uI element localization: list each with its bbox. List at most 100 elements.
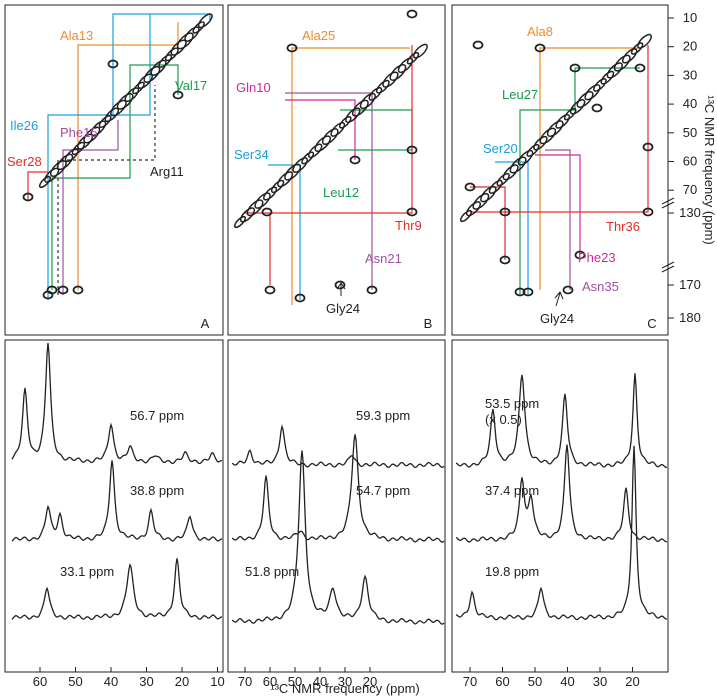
trace-label: 54.7 ppm bbox=[356, 483, 410, 498]
contour bbox=[239, 207, 256, 223]
contour bbox=[397, 57, 414, 74]
guide bbox=[539, 47, 640, 290]
contour bbox=[546, 120, 564, 138]
annotation: Ala13 bbox=[60, 28, 93, 43]
contour bbox=[517, 149, 534, 166]
contour bbox=[192, 21, 205, 34]
spectrum-trace bbox=[11, 342, 223, 465]
contour bbox=[539, 127, 557, 145]
y-tick-label: 180 bbox=[679, 310, 701, 325]
x-tick-label: 60 bbox=[495, 674, 509, 689]
annotation: Thr9 bbox=[395, 218, 422, 233]
guide bbox=[470, 186, 506, 260]
annotation: Thr36 bbox=[606, 219, 640, 234]
guide bbox=[285, 99, 356, 160]
annotation: Val17 bbox=[175, 78, 207, 93]
contour bbox=[338, 116, 352, 129]
annotation: Ile26 bbox=[10, 118, 38, 133]
contour bbox=[150, 59, 167, 76]
contour bbox=[314, 135, 332, 152]
cross-peak bbox=[264, 285, 276, 295]
assignment-lines bbox=[27, 13, 649, 305]
contour bbox=[90, 120, 107, 137]
trace-label: 19.8 ppm bbox=[485, 564, 539, 579]
x-tick-label: 30 bbox=[139, 674, 153, 689]
trace-label: 59.3 ppm bbox=[356, 408, 410, 423]
contour bbox=[330, 122, 346, 137]
annotation: Phe15 bbox=[60, 125, 98, 140]
trace-label: 33.1 ppm bbox=[60, 564, 114, 579]
contour bbox=[254, 192, 271, 209]
x-tick-label: 30 bbox=[338, 674, 352, 689]
cross-peak bbox=[72, 285, 84, 295]
arrow bbox=[336, 282, 346, 296]
contour bbox=[576, 91, 594, 108]
guide bbox=[51, 64, 179, 290]
guide bbox=[57, 85, 156, 295]
contour bbox=[292, 157, 309, 173]
cross-peak bbox=[499, 255, 511, 265]
annotation: Leu12 bbox=[323, 185, 359, 200]
spectrum-trace bbox=[231, 434, 445, 543]
annotation: Ser20 bbox=[483, 141, 518, 156]
contour bbox=[284, 163, 302, 181]
contour bbox=[270, 179, 285, 194]
guide bbox=[545, 149, 571, 290]
x-tick-label: 30 bbox=[593, 674, 607, 689]
contour bbox=[637, 33, 653, 49]
cross-peak bbox=[366, 285, 378, 295]
trace-label: 51.8 ppm bbox=[245, 564, 299, 579]
contour bbox=[555, 113, 571, 129]
cross-peak bbox=[569, 63, 581, 73]
contour bbox=[368, 87, 383, 101]
contour bbox=[389, 64, 407, 81]
x-tick-label: 40 bbox=[104, 674, 118, 689]
panel-label: B bbox=[424, 316, 433, 331]
y-tick-label: 20 bbox=[683, 39, 697, 54]
annotation: Gly24 bbox=[540, 311, 574, 326]
cross-peak bbox=[42, 290, 54, 300]
contour bbox=[56, 153, 74, 171]
contour bbox=[569, 99, 586, 115]
contour bbox=[406, 52, 420, 65]
cross-peak bbox=[562, 285, 574, 295]
cross-peak bbox=[406, 145, 418, 155]
cross-peak bbox=[334, 280, 346, 290]
cross-peak bbox=[642, 142, 654, 152]
guide bbox=[27, 171, 48, 200]
axis-break bbox=[661, 197, 675, 273]
panel-frame bbox=[4, 4, 224, 336]
cross-peak bbox=[57, 285, 69, 295]
spectrum-trace bbox=[231, 424, 445, 469]
x-tick-label: 10 bbox=[210, 674, 224, 689]
x-tick-label: 60 bbox=[263, 674, 277, 689]
annotation: Arg11 bbox=[150, 164, 184, 179]
contour bbox=[49, 160, 67, 177]
panel-frame bbox=[451, 339, 669, 673]
guide bbox=[291, 47, 410, 305]
annotation: Gly24 bbox=[326, 301, 360, 316]
cross-peak bbox=[406, 207, 418, 217]
contour bbox=[143, 66, 161, 83]
guide bbox=[470, 45, 649, 213]
spectrum-trace bbox=[455, 445, 668, 621]
x-tick-label: 20 bbox=[625, 674, 639, 689]
x-tick-label: 70 bbox=[238, 674, 252, 689]
contour bbox=[563, 107, 577, 121]
trace-label: 56.7 ppm bbox=[130, 408, 184, 423]
contours bbox=[22, 9, 654, 303]
cross-peak bbox=[514, 287, 526, 297]
cross-peak bbox=[107, 59, 119, 69]
x-tick-label: 50 bbox=[288, 674, 302, 689]
contour bbox=[630, 42, 644, 55]
contour bbox=[593, 78, 607, 92]
contour bbox=[600, 70, 615, 85]
guide bbox=[535, 154, 581, 255]
contour bbox=[132, 81, 145, 95]
panel-frame bbox=[227, 4, 446, 336]
x-tick-label: 60 bbox=[33, 674, 47, 689]
spectrum-trace bbox=[11, 460, 223, 542]
contour bbox=[124, 87, 140, 103]
contour bbox=[38, 175, 52, 189]
